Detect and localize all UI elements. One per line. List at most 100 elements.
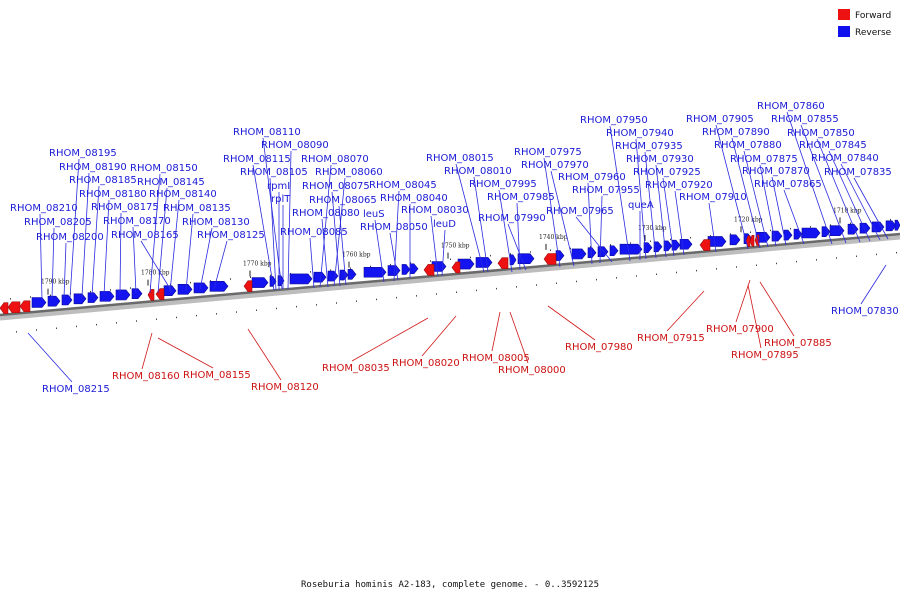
reverse-gene-label[interactable]: RHOM_08075	[302, 181, 370, 192]
reverse-gene-arrow[interactable]	[571, 248, 587, 260]
forward-gene-arrow[interactable]	[451, 261, 461, 274]
reverse-gene-arrow[interactable]	[47, 295, 61, 307]
reverse-gene-arrow[interactable]	[663, 240, 673, 252]
reverse-gene-label[interactable]: RHOM_08185	[69, 175, 137, 186]
reverse-gene-label[interactable]: RHOM_08045	[369, 180, 437, 191]
reverse-gene-arrow[interactable]	[363, 266, 387, 278]
reverse-gene-label[interactable]: RHOM_08165	[111, 230, 179, 241]
reverse-gene-arrow[interactable]	[193, 282, 209, 294]
forward-gene-label[interactable]: RHOM_07885	[764, 338, 832, 349]
forward-gene-arrow[interactable]	[147, 289, 155, 301]
reverse-gene-label[interactable]: RHOM_08170	[103, 216, 171, 227]
forward-gene-label[interactable]: RHOM_07980	[565, 342, 633, 353]
reverse-gene-label[interactable]: RHOM_07935	[615, 141, 683, 152]
reverse-gene-label[interactable]: RHOM_07940	[606, 128, 674, 139]
forward-gene-arrow[interactable]	[243, 280, 253, 292]
reverse-gene-label[interactable]: RHOM_08150	[130, 163, 198, 174]
reverse-gene-label[interactable]: RHOM_08215	[42, 384, 110, 395]
reverse-gene-label[interactable]: RHOM_07855	[771, 114, 839, 125]
reverse-gene-label[interactable]: RHOM_08145	[137, 177, 205, 188]
reverse-gene-label[interactable]: RHOM_08125	[197, 230, 265, 241]
forward-gene-label[interactable]: RHOM_08155	[183, 370, 251, 381]
reverse-gene-arrow[interactable]	[859, 222, 871, 234]
reverse-gene-label[interactable]: RHOM_08085	[280, 227, 348, 238]
reverse-gene-label[interactable]: RHOM_07975	[514, 147, 582, 158]
reverse-gene-label[interactable]: RHOM_08200	[36, 232, 104, 243]
reverse-gene-arrow[interactable]	[555, 250, 565, 261]
reverse-gene-arrow[interactable]	[783, 229, 793, 241]
forward-gene-arrow[interactable]	[7, 301, 21, 314]
reverse-gene-arrow[interactable]	[73, 293, 87, 305]
reverse-gene-label[interactable]: RHOM_08130	[182, 217, 250, 228]
reverse-gene-arrow[interactable]	[894, 219, 900, 231]
reverse-gene-label[interactable]: RHOM_08070	[301, 154, 369, 165]
reverse-gene-arrow[interactable]	[609, 245, 619, 257]
reverse-gene-label[interactable]: leuS	[363, 209, 385, 220]
reverse-gene-label[interactable]: RHOM_08110	[233, 127, 301, 138]
forward-gene-arrow[interactable]	[19, 300, 31, 313]
reverse-gene-label[interactable]: RHOM_07830	[831, 306, 899, 317]
reverse-gene-arrow[interactable]	[87, 292, 99, 303]
reverse-gene-arrow[interactable]	[707, 236, 727, 247]
reverse-gene-label[interactable]: RHOM_08115	[223, 154, 291, 165]
reverse-gene-label[interactable]: rplT	[271, 194, 291, 205]
reverse-gene-label[interactable]: RHOM_08180	[79, 189, 147, 200]
reverse-gene-label[interactable]: RHOM_08060	[315, 167, 383, 178]
reverse-gene-label[interactable]: RHOM_08090	[261, 140, 329, 151]
legend-forward-swatch[interactable]	[838, 9, 850, 20]
reverse-gene-arrow[interactable]	[871, 221, 885, 233]
forward-gene-label[interactable]: RHOM_08005	[462, 353, 530, 364]
reverse-gene-arrow[interactable]	[347, 269, 357, 280]
reverse-gene-label[interactable]: RHOM_07955	[572, 185, 640, 196]
reverse-gene-label[interactable]: RHOM_07990	[478, 213, 546, 224]
reverse-gene-arrow[interactable]	[99, 291, 115, 302]
reverse-gene-label[interactable]: RHOM_08030	[401, 205, 469, 216]
reverse-gene-arrow[interactable]	[653, 241, 663, 253]
forward-gene-label[interactable]: RHOM_07895	[731, 350, 799, 361]
reverse-gene-label[interactable]: RHOM_08190	[59, 162, 127, 173]
reverse-gene-arrow[interactable]	[313, 271, 327, 283]
reverse-gene-label[interactable]: RHOM_08210	[10, 203, 78, 214]
reverse-gene-arrow[interactable]	[61, 294, 73, 306]
reverse-gene-arrow[interactable]	[829, 225, 845, 236]
forward-gene-label[interactable]: RHOM_08120	[251, 382, 319, 393]
reverse-gene-label[interactable]: RHOM_08105	[240, 167, 308, 178]
reverse-gene-label[interactable]: RHOM_07970	[521, 160, 589, 171]
reverse-gene-label[interactable]: RHOM_07910	[679, 192, 747, 203]
reverse-gene-label[interactable]: RHOM_07905	[686, 114, 754, 125]
reverse-gene-label[interactable]: RHOM_07995	[469, 179, 537, 190]
reverse-gene-arrow[interactable]	[885, 220, 897, 232]
reverse-gene-label[interactable]: RHOM_07875	[730, 154, 798, 165]
forward-gene-label[interactable]: RHOM_08000	[498, 365, 566, 376]
forward-gene-label[interactable]: RHOM_08160	[112, 371, 180, 382]
reverse-gene-arrow[interactable]	[821, 226, 831, 237]
forward-gene-label[interactable]: RHOM_08035	[322, 363, 390, 374]
reverse-gene-arrow[interactable]	[475, 257, 493, 268]
reverse-gene-arrow[interactable]	[339, 269, 349, 281]
reverse-gene-arrow[interactable]	[131, 288, 143, 299]
reverse-gene-label[interactable]: rpmI	[267, 181, 290, 192]
reverse-gene-arrow[interactable]	[619, 243, 643, 255]
forward-gene-arrow[interactable]	[0, 302, 9, 314]
reverse-gene-arrow[interactable]	[409, 263, 419, 275]
forward-gene-label[interactable]: RHOM_07915	[637, 333, 705, 344]
reverse-gene-label[interactable]: RHOM_07985	[487, 192, 555, 203]
reverse-gene-arrow[interactable]	[327, 270, 339, 282]
reverse-gene-arrow[interactable]	[793, 228, 803, 240]
reverse-gene-label[interactable]: RHOM_08050	[360, 222, 428, 233]
reverse-gene-label[interactable]: RHOM_08205	[24, 217, 92, 228]
reverse-gene-label[interactable]: RHOM_08195	[49, 148, 117, 159]
reverse-gene-label[interactable]: RHOM_07920	[645, 180, 713, 191]
forward-gene-label[interactable]: RHOM_08020	[392, 358, 460, 369]
reverse-gene-label[interactable]: RHOM_08040	[380, 193, 448, 204]
reverse-gene-label[interactable]: RHOM_07880	[714, 140, 782, 151]
legend-reverse-swatch[interactable]	[838, 26, 850, 37]
forward-gene-label[interactable]: RHOM_07900	[706, 324, 774, 335]
reverse-gene-label[interactable]: RHOM_08080	[292, 208, 360, 219]
forward-gene-arrow[interactable]	[497, 257, 509, 270]
reverse-gene-label[interactable]: leuD	[433, 219, 456, 230]
reverse-gene-label[interactable]: RHOM_07850	[787, 128, 855, 139]
reverse-gene-label[interactable]: RHOM_07840	[811, 153, 879, 164]
reverse-gene-arrow[interactable]	[457, 258, 475, 270]
